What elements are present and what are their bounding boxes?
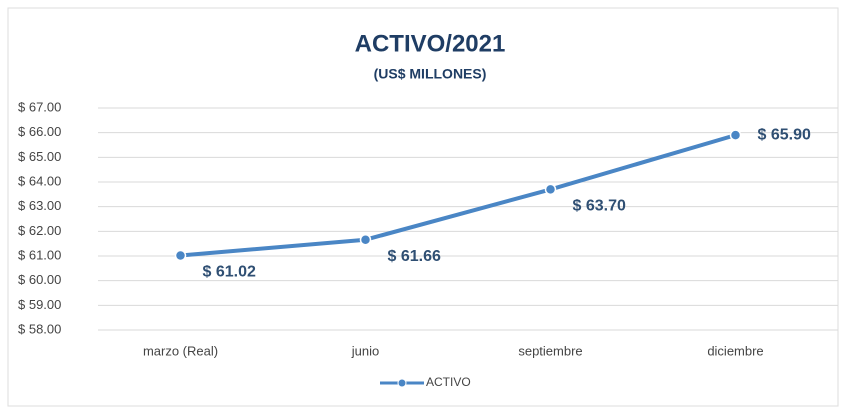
data-label: $ 61.66 — [388, 248, 441, 265]
legend-label: ACTIVO — [426, 375, 471, 389]
y-tick-label: $ 64.00 — [18, 173, 61, 188]
x-tick-label: diciembre — [707, 343, 763, 358]
x-tick-label: junio — [351, 343, 379, 358]
data-point — [729, 129, 742, 141]
y-tick-label: $ 63.00 — [18, 198, 61, 213]
data-point — [544, 183, 557, 196]
data-line — [180, 133, 737, 258]
y-tick-label: $ 61.00 — [18, 247, 61, 262]
chart-subtitle: (US$ MILLONES) — [374, 66, 487, 82]
y-tick-label: $ 58.00 — [18, 321, 61, 336]
x-tick-label: septiembre — [518, 343, 582, 358]
data-point — [359, 233, 372, 246]
y-tick-label: $ 60.00 — [18, 272, 61, 287]
y-tick-label: $ 67.00 — [18, 99, 61, 114]
y-tick-label: $ 65.00 — [18, 149, 61, 164]
data-point — [174, 249, 187, 262]
chart-title: ACTIVO/2021 — [355, 30, 506, 57]
data-label: $ 63.70 — [573, 198, 626, 215]
data-label: $ 65.90 — [758, 126, 811, 143]
y-tick-label: $ 62.00 — [18, 223, 61, 238]
legend-marker — [397, 378, 407, 388]
y-tick-label: $ 66.00 — [18, 124, 61, 139]
x-tick-label: marzo (Real) — [143, 343, 218, 358]
data-label: $ 61.02 — [203, 264, 256, 281]
y-tick-label: $ 59.00 — [18, 297, 61, 312]
